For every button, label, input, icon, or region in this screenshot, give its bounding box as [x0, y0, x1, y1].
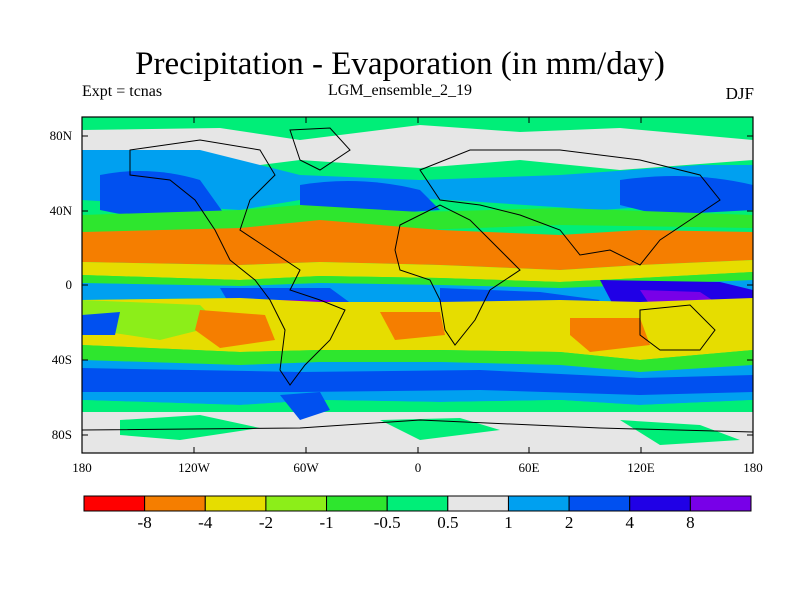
- colorbar-swatch: [507, 495, 570, 512]
- colorbar-label: 1: [504, 513, 513, 532]
- lon-label-0: 0: [414, 460, 422, 475]
- colorbar-label: -1: [319, 513, 334, 532]
- colorbar-label: -0.5: [373, 513, 401, 532]
- lon-label-180w: 180: [72, 460, 92, 475]
- colorbar-swatch: [568, 495, 631, 512]
- colorbar-swatch: [144, 495, 206, 512]
- colorbar-swatch: [204, 495, 267, 512]
- lon-label-60e: 60E: [518, 460, 540, 475]
- colorbar-swatch: [265, 495, 328, 512]
- map-title: Precipitation - Evaporation (in mm/day): [135, 46, 665, 82]
- colorbar: [83, 495, 752, 512]
- lat-label-40n: 40N: [49, 203, 72, 218]
- colorbar-label: 4: [625, 513, 634, 532]
- colorbar-swatch: [447, 495, 509, 512]
- lon-label-120e: 120E: [627, 460, 655, 475]
- colorbar-label: -2: [258, 513, 273, 532]
- lat-ticks: [82, 135, 753, 436]
- lat-label-40s: 40S: [51, 352, 72, 367]
- colorbar-swatch: [83, 495, 146, 512]
- precip-field: [82, 117, 753, 453]
- lon-label-180e: 180: [743, 460, 763, 475]
- colorbar-swatch: [689, 495, 752, 512]
- experiment-label: Expt = tcnas: [82, 83, 163, 100]
- colorbar-label: 0.5: [437, 513, 459, 532]
- lon-label-60w: 60W: [293, 460, 319, 475]
- colorbar-label: 2: [564, 513, 574, 532]
- season-label: DJF: [725, 84, 754, 103]
- lat-label-80n: 80N: [49, 128, 72, 143]
- colorbar-swatch: [386, 495, 449, 512]
- lon-label-120w: 120W: [178, 460, 210, 475]
- lat-label-80s: 80S: [51, 427, 72, 442]
- ensemble-label: LGM_ensemble_2_19: [328, 82, 472, 99]
- lon-ticks: [193, 117, 642, 453]
- lat-label-0: 0: [65, 277, 73, 292]
- colorbar-label: -8: [137, 513, 152, 532]
- colorbar-label: -4: [198, 513, 213, 532]
- colorbar-label: 8: [686, 513, 695, 532]
- colorbar-swatch: [326, 495, 388, 512]
- coastlines: [82, 127, 753, 433]
- colorbar-swatch: [629, 495, 691, 512]
